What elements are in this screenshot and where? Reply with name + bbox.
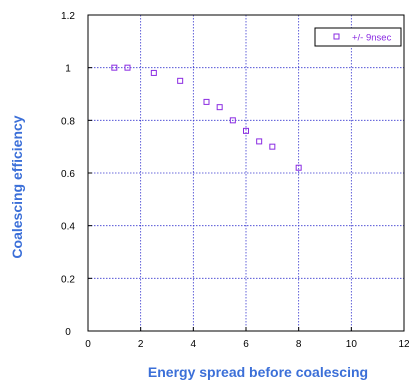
x-axis-title: Energy spread before coalescing [148,364,368,380]
y-axis-title: Coalescing efficiency [9,115,25,258]
grid-lines [88,15,404,331]
legend-marker-square-icon [333,33,340,40]
y-tick-label: 0.6 [61,169,75,180]
data-point [256,138,263,145]
x-tick-label: 10 [346,339,358,350]
x-tick-label: 4 [191,339,197,350]
data-point [124,64,131,71]
legend: +/- 9nsec [314,27,402,47]
data-point [111,64,118,71]
data-point [150,69,157,76]
x-tick-label: 12 [398,339,409,350]
y-tick-label: 0.4 [61,222,75,233]
legend-series-label: +/- 9nsec [352,33,392,44]
data-point [295,164,302,171]
x-tick-label: 8 [296,339,302,350]
plot-area-frame [87,14,405,332]
data-point [243,127,249,134]
y-tick-label: 1.2 [61,11,75,22]
data-point [229,117,236,124]
x-tick-label: 0 [85,339,91,350]
data-points [111,64,302,171]
data-point [203,98,210,105]
data-point [177,77,184,84]
data-point [269,143,276,150]
x-tick-label: 2 [138,339,144,350]
x-tick-label: 6 [243,339,249,350]
y-tick-label: 1 [65,64,71,75]
axis-ticks: 0 2 4 6 8 10 12 0 0.2 0.4 0.6 0.8 1 1.2 [61,11,409,350]
y-tick-label: 0.2 [61,274,75,285]
y-tick-label: 0.8 [61,116,75,127]
legend-box [314,27,402,47]
y-tick-label: 0 [65,327,71,338]
data-point [216,104,223,111]
